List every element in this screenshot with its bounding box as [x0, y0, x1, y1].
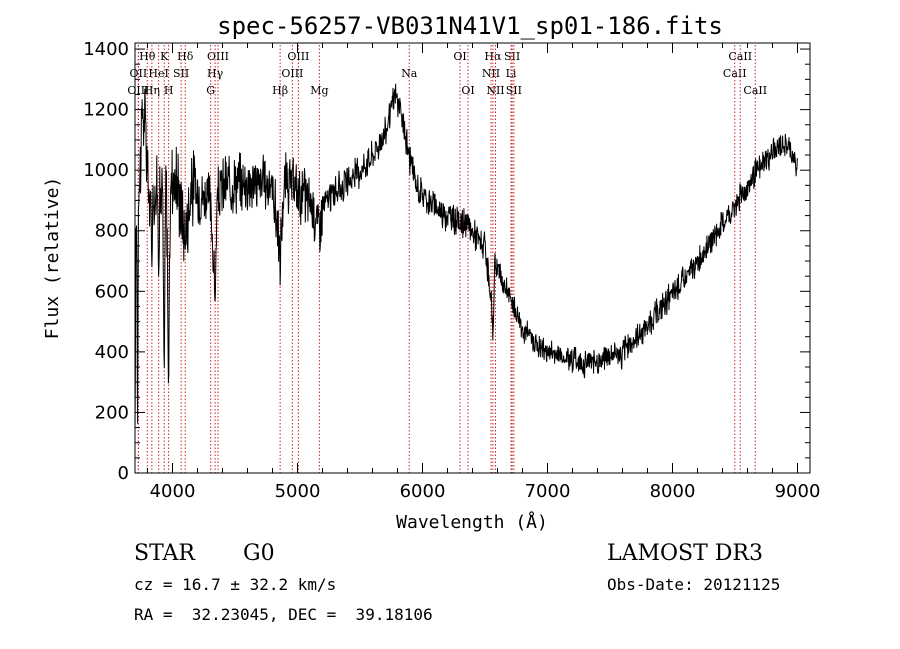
line-marker-label: CaII — [743, 84, 767, 97]
line-marker-label: SII — [504, 50, 520, 63]
y-tick-label: 400 — [95, 342, 129, 363]
y-tick-label: 600 — [95, 281, 129, 302]
flux-series-line — [134, 83, 798, 434]
y-tick-label: 800 — [95, 221, 129, 242]
x-tick-label: 4000 — [150, 481, 196, 502]
object-subclass: G0 — [243, 541, 275, 566]
chart-title: spec-56257-VB031N41V1_sp01-186.fits — [217, 12, 723, 40]
line-marker-label: Hδ — [177, 50, 194, 63]
line-marker-label: HeI — [148, 67, 168, 80]
line-marker-label: CaII — [723, 67, 747, 80]
line-marker-label: G — [206, 84, 215, 97]
line-marker-label: OIII — [287, 50, 309, 63]
line-marker-label: Hη — [144, 84, 160, 97]
line-marker-label: OIII — [281, 67, 303, 80]
line-marker-label: K — [160, 50, 169, 63]
line-marker-label: OI — [461, 84, 474, 97]
plot-frame — [134, 42, 811, 474]
coordinates: RA = 32.23045, DEC = 39.18106 — [134, 605, 433, 624]
line-marker-label: Mg — [310, 84, 328, 97]
x-axis-ticks: 4000 5000 6000 7000 8000 9000 — [147, 43, 821, 502]
line-marker-label: OIII — [127, 84, 149, 97]
object-class: STAR — [134, 541, 196, 566]
line-marker-label: SII — [173, 67, 189, 80]
x-tick-label: 6000 — [400, 481, 446, 502]
line-marker-label: Na — [401, 67, 418, 80]
line-marker-label: OIII — [207, 50, 229, 63]
line-marker-label: Hα — [484, 50, 502, 63]
redshift-value: cz = 16.7 ± 32.2 km/s — [134, 575, 336, 594]
obs-date: Obs-Date: 20121125 — [607, 575, 780, 594]
line-marker-label: OI — [453, 50, 466, 63]
y-tick-label: 1200 — [83, 100, 129, 121]
y-tick-label: 200 — [95, 402, 129, 423]
y-tick-label: 1000 — [83, 160, 129, 181]
line-marker-label: Hγ — [207, 67, 224, 80]
line-marker-label: Hθ — [139, 50, 156, 63]
line-marker-label: CaII — [728, 50, 752, 63]
line-marker-label: Li — [506, 67, 517, 80]
survey-name: LAMOST DR3 — [607, 541, 763, 566]
line-marker-label: Hβ — [272, 84, 288, 97]
x-tick-label: 9000 — [775, 481, 821, 502]
line-marker-label: SII — [506, 84, 522, 97]
x-tick-label: 7000 — [525, 481, 571, 502]
y-axis-ticks: 0 200 400 600 800 1000 1200 1400 — [83, 39, 810, 484]
x-tick-label: 8000 — [650, 481, 696, 502]
y-axis-label: Flux (relative) — [42, 177, 63, 340]
x-axis-label: Wavelength (Å) — [396, 511, 548, 533]
line-marker-label: NII — [482, 67, 500, 80]
y-tick-label: 1400 — [83, 39, 129, 60]
line-marker-label: NII — [486, 84, 504, 97]
x-tick-label: 5000 — [275, 481, 321, 502]
line-marker-label: H — [164, 84, 174, 97]
y-tick-label: 0 — [118, 463, 129, 484]
